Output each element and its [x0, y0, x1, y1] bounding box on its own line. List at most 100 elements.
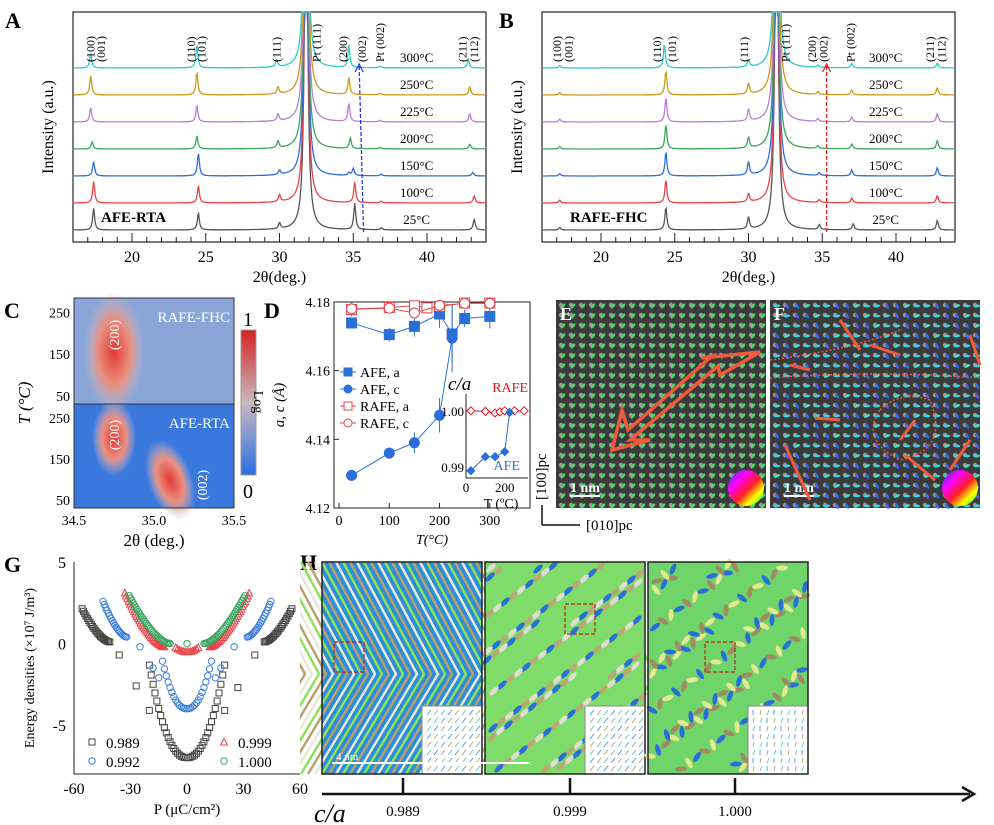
data-point	[223, 619, 232, 628]
polarization-vector	[680, 303, 686, 309]
polarization-vector	[700, 393, 706, 399]
domain-blob	[572, 749, 582, 759]
polarization-vector	[913, 404, 921, 408]
polarization-vector	[720, 373, 726, 379]
data-point	[125, 591, 133, 600]
polarization-vector	[580, 483, 586, 489]
polarization-vector	[924, 383, 930, 389]
domain-blob	[644, 753, 656, 759]
polarization-vector	[620, 393, 626, 399]
polarization-vector	[650, 303, 656, 309]
polarization-vector	[610, 493, 616, 499]
peak-annotation: (200)	[108, 320, 123, 351]
polarization-vector	[884, 484, 890, 488]
shift-arrow	[358, 65, 365, 233]
domain-blob	[767, 607, 779, 615]
vector-arrow	[801, 741, 805, 748]
domain-blob	[616, 627, 626, 637]
polarization-vector	[670, 453, 676, 459]
vector-arrow	[759, 741, 763, 748]
polarization-vector	[580, 393, 586, 399]
data-point	[244, 588, 254, 597]
domain-blob	[614, 673, 624, 683]
polarization-vector	[934, 303, 940, 309]
inset-title: c/a	[448, 374, 471, 395]
polarization-vector	[794, 444, 800, 448]
domain-blob	[559, 678, 569, 688]
data-point	[149, 664, 157, 672]
domain-blob	[545, 644, 555, 654]
polarization-vector	[923, 404, 931, 408]
domain-blob	[708, 704, 720, 712]
polarization-vector	[923, 414, 931, 418]
polarization-vector	[680, 423, 686, 429]
polarization-vector	[834, 303, 840, 309]
data-point	[459, 312, 471, 324]
domain-blob	[672, 650, 682, 660]
polarization-vector	[773, 404, 781, 408]
polarization-vector	[680, 503, 686, 509]
domain-blob	[527, 702, 537, 712]
polarization-vector	[914, 364, 920, 368]
polarization-vector	[560, 423, 566, 429]
polarization-vector	[740, 463, 746, 469]
polarization-vector	[863, 354, 871, 358]
polarization-vector	[570, 333, 576, 339]
polarization-vector	[953, 444, 961, 448]
polarization-vector	[670, 373, 676, 379]
polarization-vector	[934, 334, 940, 338]
polarization-vector	[640, 333, 646, 339]
polarization-vector	[700, 463, 706, 469]
vector-arrow	[454, 709, 460, 716]
vector-arrow	[475, 725, 481, 732]
polarization-vector	[650, 463, 656, 469]
polarization-arrow	[968, 334, 982, 366]
polarization-vector	[660, 453, 666, 459]
polarization-vector	[974, 343, 980, 349]
vector-arrow	[433, 709, 439, 716]
domain-blob	[665, 655, 673, 667]
peak-annotation: (002)	[196, 470, 211, 501]
domain-blob	[624, 621, 634, 631]
vector-arrow	[596, 709, 602, 716]
polarization-vector	[894, 463, 900, 469]
domain-blob	[723, 729, 735, 737]
polarization-vector	[954, 363, 960, 369]
domain-blob	[697, 588, 709, 594]
polarization-vector	[904, 373, 910, 379]
polarization-vector	[793, 424, 801, 428]
polarization-vector	[774, 443, 780, 449]
polarization-vector	[700, 483, 706, 489]
domain-blob	[677, 719, 689, 727]
data-point	[252, 625, 261, 633]
polarization-arrow	[783, 444, 812, 501]
polarization-vector	[854, 413, 860, 419]
vector-arrow	[766, 709, 770, 716]
polarization-vector	[924, 393, 930, 399]
polarization-vector	[824, 493, 830, 499]
domain-blob	[484, 609, 494, 619]
polarization-vector	[620, 363, 626, 369]
data-point	[88, 757, 96, 765]
polarization-vector	[570, 363, 576, 369]
vector-arrow	[447, 725, 453, 732]
polarization-vector	[680, 443, 686, 449]
vector-arrow	[752, 717, 755, 724]
polarization-vector	[710, 363, 716, 369]
polarization-vector	[843, 474, 851, 478]
polarization-vector	[853, 484, 861, 488]
panel-label: B	[499, 8, 514, 33]
data-point	[247, 631, 255, 639]
domain-blob	[715, 573, 723, 585]
y-tick-label: 150	[49, 348, 70, 363]
polarization-vector	[600, 353, 606, 359]
vector-arrow	[447, 741, 453, 748]
polarization-vector	[600, 493, 606, 499]
polarization-vector	[710, 473, 716, 479]
polarization-vector	[953, 434, 961, 438]
polarization-vector	[560, 333, 566, 339]
polarization-vector	[670, 483, 676, 489]
vector-arrow	[454, 741, 460, 748]
domain-blob	[783, 603, 793, 613]
polarization-vector	[740, 343, 746, 349]
